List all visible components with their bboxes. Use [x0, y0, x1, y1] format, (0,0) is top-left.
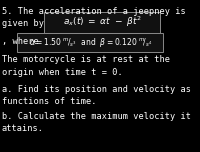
- Text: b. Calculate the maximum velocity it: b. Calculate the maximum velocity it: [2, 112, 191, 121]
- Text: , where: , where: [2, 37, 38, 46]
- Text: a. Find its position and velocity as: a. Find its position and velocity as: [2, 85, 191, 94]
- Text: The motorcycle is at rest at the: The motorcycle is at rest at the: [2, 55, 170, 64]
- Text: origin when time t = 0.: origin when time t = 0.: [2, 68, 122, 77]
- Text: 5. The acceleration of a jeepney is: 5. The acceleration of a jeepney is: [2, 7, 185, 16]
- FancyBboxPatch shape: [44, 12, 160, 33]
- FancyBboxPatch shape: [17, 33, 163, 52]
- Text: functions of time.: functions of time.: [2, 97, 96, 106]
- Text: given by: given by: [2, 19, 44, 28]
- Text: $\alpha = 1.50\ ^m\!/_{s^3}\ \ \mathrm{and}\ \ \beta = 0.120\ ^m\!/_{s^4}$: $\alpha = 1.50\ ^m\!/_{s^3}\ \ \mathrm{a…: [29, 36, 152, 49]
- Text: attains.: attains.: [2, 124, 44, 133]
- Text: $a_x(t)\ =\ \alpha t\ -\ \beta t^2$: $a_x(t)\ =\ \alpha t\ -\ \beta t^2$: [63, 15, 141, 29]
